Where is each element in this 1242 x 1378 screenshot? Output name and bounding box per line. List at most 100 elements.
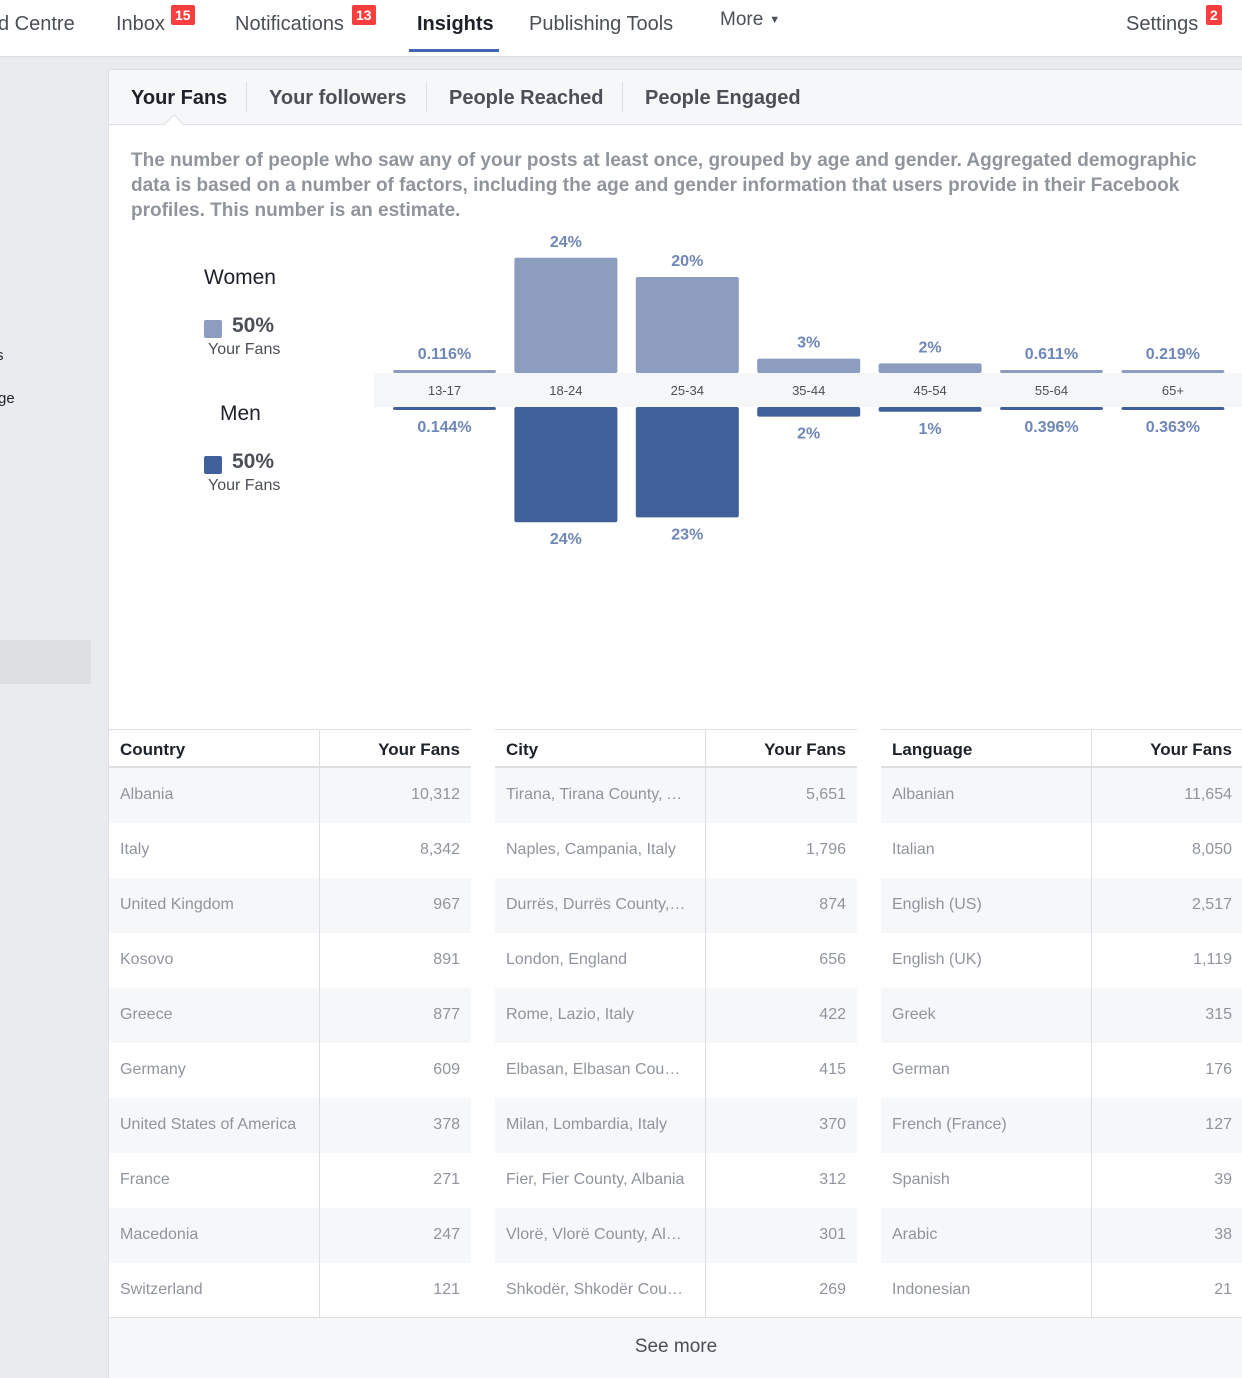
column-divider (705, 729, 706, 1318)
table-row: French (France) 127 (881, 1098, 1242, 1153)
men-value-label: 2% (797, 426, 820, 443)
sidebar-item-fragment[interactable]: s (0, 347, 4, 364)
table-row: English (US) 2,517 (881, 878, 1242, 933)
nav-inbox[interactable]: Inbox 15 (116, 5, 195, 36)
row-label: Durrës, Durrës County, Albania (506, 896, 686, 913)
caret-down-icon: ▼ (769, 13, 781, 26)
row-value: 38 (1214, 1226, 1232, 1243)
table-row: Switzerland 121 (109, 1263, 471, 1318)
table-row: Shkodër, Shkodër County, Albania 269 (495, 1263, 857, 1318)
table-row: Milan, Lombardia, Italy 370 (495, 1098, 857, 1153)
row-label: Indonesian (892, 1281, 971, 1298)
table-row: Greek 315 (881, 988, 1242, 1043)
tab-people-reached[interactable]: People Reached (449, 87, 604, 109)
men-value-label: 23% (671, 526, 703, 543)
women-bar (393, 370, 496, 373)
active-tab-underline (409, 49, 499, 52)
table-header: Country Your Fans (109, 729, 471, 768)
tab-your-fans[interactable]: Your Fans (131, 87, 228, 109)
insights-panel: Your Fans Your followers People Reached … (108, 69, 1242, 1378)
legend-women-percent: 50% (232, 314, 275, 337)
row-value: 247 (433, 1226, 460, 1243)
sidebar-item-fragment[interactable]: ge (0, 390, 15, 407)
age-tick-label: 65+ (1162, 383, 1184, 398)
row-value: 176 (1205, 1061, 1232, 1078)
column-divider (1091, 729, 1092, 1318)
age-tick-label: 35-44 (792, 383, 825, 398)
row-label: Macedonia (120, 1226, 199, 1243)
col-fans-header: Your Fans (1150, 740, 1232, 759)
left-sidebar: s ge (0, 57, 91, 1378)
row-label: London, England (506, 951, 627, 968)
country-table: Country Your Fans Albania 10,312 Italy 8,34… (109, 729, 471, 1318)
men-bar (1121, 407, 1225, 410)
table-row: Albanian 11,654 (881, 768, 1242, 823)
women-bar (1000, 370, 1103, 373)
row-value: 5,651 (805, 786, 846, 803)
col-fans-header: Your Fans (764, 740, 846, 759)
age-tick-label: 25-34 (671, 383, 704, 398)
tab-divider (246, 82, 247, 112)
nav-ad-centre[interactable]: d Centre (0, 13, 75, 35)
tab-people-engaged[interactable]: People Engaged (645, 87, 801, 109)
table-row: Indonesian 21 (881, 1263, 1242, 1318)
row-label: Switzerland (120, 1281, 203, 1298)
age-gender-chart: 0.116% 0.144% 13-17 24% 24% 18-24 20% 23% 25-34 3… (374, 234, 1242, 548)
row-label: United States of America (120, 1116, 297, 1133)
row-label: Albania (120, 786, 174, 803)
row-label: Vlorë, Vlorë County, Albania (506, 1226, 686, 1243)
table-row: France 271 (109, 1153, 471, 1208)
table-row: Kosovo 891 (109, 933, 471, 988)
legend-men-swatch (204, 456, 222, 474)
row-label: Spanish (892, 1171, 950, 1188)
tab-divider (622, 82, 623, 112)
table-row: Vlorë, Vlorë County, Albania 301 (495, 1208, 857, 1263)
top-navigation: d Centre Inbox 15 Notifications 13 Insight… (0, 0, 1242, 57)
table-body: Tirana, Tirana County, Albania 5,651 Naple… (495, 768, 857, 1318)
row-value: 422 (819, 1006, 846, 1023)
row-label: Arabic (892, 1226, 938, 1243)
row-label: Tirana, Tirana County, Albania (506, 786, 686, 803)
nav-insights[interactable]: Insights (417, 13, 494, 35)
row-label: Italy (120, 841, 150, 858)
col-city-header: City (506, 740, 539, 759)
row-value: 301 (819, 1226, 846, 1243)
men-value-label: 1% (919, 421, 942, 438)
women-value-label: 20% (671, 253, 703, 270)
table-row: Fier, Fier County, Albania 312 (495, 1153, 857, 1208)
nav-publishing-tools[interactable]: Publishing Tools (529, 13, 674, 35)
row-value: 1,119 (1193, 951, 1232, 968)
subtab-bar: Your Fans Your followers People Reached … (109, 70, 1242, 125)
chart-description: The number of people who saw any of your… (131, 150, 1197, 221)
table-row: Italy 8,342 (109, 823, 471, 878)
table-row: Germany 609 (109, 1043, 471, 1098)
row-value: 121 (433, 1281, 460, 1298)
nav-notifications[interactable]: Notifications 13 (235, 5, 376, 36)
row-label: English (US) (892, 896, 982, 913)
table-row: Italian 8,050 (881, 823, 1242, 878)
row-value: 1,796 (805, 841, 846, 858)
women-bar (757, 358, 861, 373)
tab-your-followers[interactable]: Your followers (269, 87, 407, 109)
see-more-button[interactable]: See more (109, 1317, 1242, 1378)
sidebar-item-selected[interactable] (0, 640, 91, 684)
row-value: 378 (433, 1116, 460, 1133)
legend-women-title: Women (204, 266, 276, 289)
legend-women-swatch (204, 320, 222, 338)
col-language-header: Language (892, 740, 973, 759)
table-row: Tirana, Tirana County, Albania 5,651 (495, 768, 857, 823)
men-value-label: 0.363% (1146, 419, 1200, 436)
men-bar (757, 407, 861, 417)
row-label: France (120, 1171, 170, 1188)
women-value-label: 0.611% (1025, 346, 1078, 363)
table-row: German 176 (881, 1043, 1242, 1098)
language-table: Language Your Fans Albanian 11,654 Italian… (881, 729, 1242, 1318)
men-value-label: 0.396% (1024, 419, 1078, 436)
women-bar (878, 363, 982, 373)
nav-settings[interactable]: Settings 2 (1126, 5, 1222, 36)
row-value: 271 (433, 1171, 460, 1188)
row-value: 269 (819, 1281, 846, 1298)
row-value: 8,342 (419, 841, 460, 858)
nav-more[interactable]: More ▼ (720, 9, 781, 30)
row-label: Fier, Fier County, Albania (506, 1171, 685, 1188)
